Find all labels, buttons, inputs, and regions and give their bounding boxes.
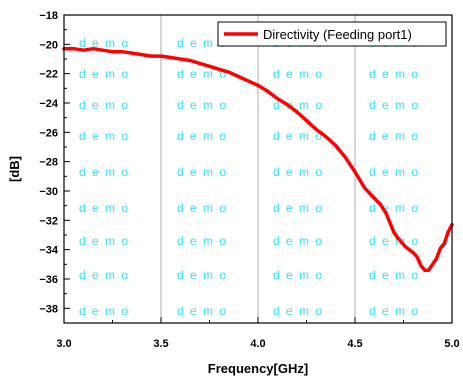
watermark-layer: d e m o d e m o d e m o d e m o d e m o d e m… xyxy=(79,36,420,318)
watermark-text: d e m o xyxy=(79,36,130,50)
y-tick-label: −34 xyxy=(39,245,59,257)
watermark-text: d e m o xyxy=(369,165,420,179)
watermark-text: d e m o xyxy=(177,165,228,179)
y-tick-label: −30 xyxy=(39,186,58,198)
y-axis-title: [dB] xyxy=(7,156,22,182)
watermark-text: d e m o xyxy=(177,234,228,248)
watermark-text: d e m o xyxy=(79,304,130,318)
watermark-text: d e m o xyxy=(79,268,130,282)
watermark-text: d e m o xyxy=(369,67,420,81)
y-tick-label: −28 xyxy=(39,157,58,169)
x-tick-label: 3.5 xyxy=(153,338,168,350)
y-tick-label: −24 xyxy=(39,98,59,110)
watermark-text: d e m o xyxy=(79,165,130,179)
y-tick-label: −20 xyxy=(39,39,58,51)
y-tick-label: −36 xyxy=(39,274,58,286)
watermark-text: d e m o xyxy=(177,304,228,318)
watermark-text: d e m o xyxy=(369,201,420,215)
y-axis-ticks: −20 −22 −24 −26 −28 −30 −32 −34 −36 −38 xyxy=(39,29,70,324)
watermark-text: d e m o xyxy=(369,234,420,248)
watermark-text: d e m o xyxy=(79,234,130,248)
watermark-text: d e m o xyxy=(273,67,324,81)
watermark-text: d e m o xyxy=(369,304,420,318)
y-tick-label: −26 xyxy=(39,127,58,139)
x-tick-label: 4.0 xyxy=(250,338,265,350)
watermark-text: d e m o xyxy=(273,268,324,282)
watermark-text: d e m o xyxy=(177,98,228,112)
x-tick-label: 4.5 xyxy=(347,338,362,350)
watermark-text: d e m o xyxy=(177,129,228,143)
watermark-text: d e m o xyxy=(79,98,130,112)
watermark-text: d e m o xyxy=(369,129,420,143)
watermark-text: d e m o xyxy=(369,268,420,282)
watermark-text: d e m o xyxy=(273,234,324,248)
watermark-text: d e m o xyxy=(273,201,324,215)
watermark-text: d e m o xyxy=(79,67,130,81)
y-tick-label: −22 xyxy=(39,69,58,81)
y-tick-label-top: −18 xyxy=(39,10,58,22)
y-tick-label: −32 xyxy=(39,215,58,227)
watermark-text: d e m o xyxy=(177,268,228,282)
x-axis-ticks: 3.0 3.5 4.0 4.5 5.0 xyxy=(56,317,460,350)
watermark-text: d e m o xyxy=(369,98,420,112)
watermark-text: d e m o xyxy=(273,165,324,179)
watermark-text: d e m o xyxy=(79,201,130,215)
x-axis-title: Frequency[GHz] xyxy=(208,361,308,376)
watermark-text: d e m o xyxy=(273,304,324,318)
x-tick-label: 3.0 xyxy=(56,338,71,350)
watermark-text: d e m o xyxy=(177,36,228,50)
watermark-text: d e m o xyxy=(177,201,228,215)
legend-label-directivity: Directivity (Feeding port1) xyxy=(263,27,412,42)
watermark-text: d e m o xyxy=(177,67,228,81)
legend: Directivity (Feeding port1) xyxy=(217,21,447,47)
watermark-text: d e m o xyxy=(273,129,324,143)
watermark-text: d e m o xyxy=(79,129,130,143)
series-line-directivity xyxy=(62,46,454,272)
y-tick-label: −38 xyxy=(39,303,58,315)
x-tick-label: 5.0 xyxy=(444,338,459,350)
